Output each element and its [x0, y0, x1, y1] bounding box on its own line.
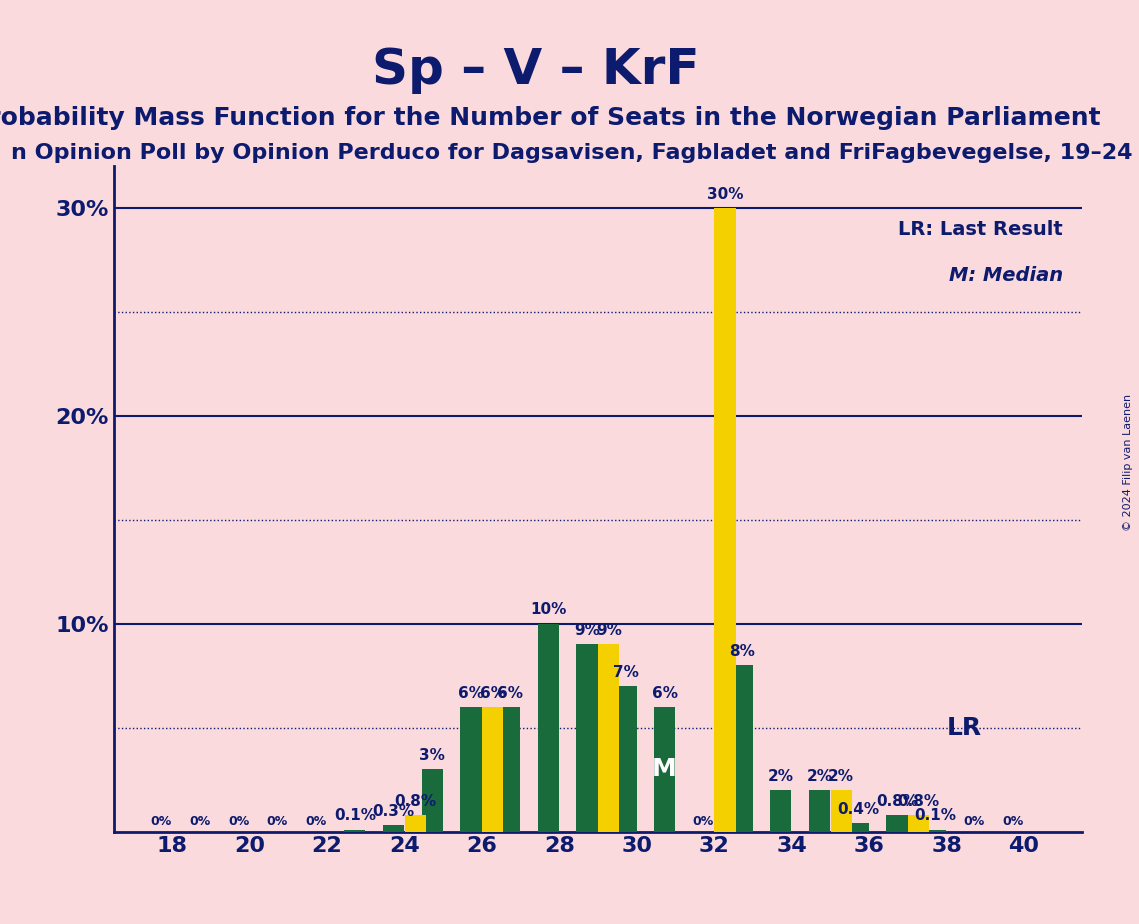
Text: Probability Mass Function for the Number of Seats in the Norwegian Parliament: Probability Mass Function for the Number… — [0, 106, 1100, 130]
Text: 0.8%: 0.8% — [876, 794, 918, 808]
Text: 2%: 2% — [806, 769, 833, 784]
Text: LR: LR — [947, 716, 982, 739]
Text: 6%: 6% — [458, 686, 484, 700]
Bar — [615, 686, 637, 832]
Bar — [576, 645, 598, 832]
Bar — [538, 624, 559, 832]
Text: 0.8%: 0.8% — [898, 794, 940, 808]
Text: 0%: 0% — [150, 816, 172, 829]
Text: 0.8%: 0.8% — [394, 794, 436, 808]
Bar — [908, 815, 929, 832]
Text: 0%: 0% — [1002, 816, 1024, 829]
Text: n Opinion Poll by Opinion Perduco for Dagsavisen, Fagbladet and FriFagbevegelse,: n Opinion Poll by Opinion Perduco for Da… — [11, 143, 1139, 164]
Bar — [598, 645, 620, 832]
Bar — [714, 208, 736, 832]
Text: 9%: 9% — [596, 624, 622, 638]
Bar — [925, 830, 947, 832]
Text: 2%: 2% — [768, 769, 794, 784]
Bar — [847, 823, 869, 832]
Bar — [809, 790, 830, 832]
Text: M: M — [653, 758, 677, 781]
Text: © 2024 Filip van Laenen: © 2024 Filip van Laenen — [1123, 394, 1133, 530]
Text: 0%: 0% — [189, 816, 211, 829]
Text: 6%: 6% — [497, 686, 523, 700]
Text: 0%: 0% — [964, 816, 985, 829]
Bar — [421, 769, 443, 832]
Bar — [383, 825, 404, 832]
Text: LR: Last Result: LR: Last Result — [898, 220, 1063, 238]
Bar — [482, 707, 503, 832]
Text: Sp – V – KrF: Sp – V – KrF — [371, 46, 699, 94]
Text: 9%: 9% — [574, 624, 600, 638]
Bar — [830, 790, 852, 832]
Text: 0%: 0% — [228, 816, 249, 829]
Bar — [499, 707, 521, 832]
Text: 6%: 6% — [480, 686, 506, 700]
Text: 30%: 30% — [706, 187, 744, 201]
Bar — [886, 815, 908, 832]
Text: M: Median: M: Median — [949, 266, 1063, 286]
Text: 0%: 0% — [693, 816, 714, 829]
Text: 7%: 7% — [613, 665, 639, 680]
Text: 3%: 3% — [419, 748, 445, 763]
Text: 0.1%: 0.1% — [334, 808, 376, 823]
Bar — [770, 790, 792, 832]
Bar — [404, 815, 426, 832]
Text: 0%: 0% — [267, 816, 288, 829]
Text: 0.3%: 0.3% — [372, 804, 415, 819]
Text: 6%: 6% — [652, 686, 678, 700]
Text: 0%: 0% — [305, 816, 327, 829]
Text: 8%: 8% — [729, 644, 755, 659]
Text: 0.1%: 0.1% — [915, 808, 957, 823]
Text: 10%: 10% — [531, 602, 566, 617]
Bar — [654, 707, 675, 832]
Bar — [344, 830, 366, 832]
Text: 0.4%: 0.4% — [837, 802, 879, 817]
Bar — [731, 665, 753, 832]
Text: 2%: 2% — [828, 769, 854, 784]
Bar — [460, 707, 482, 832]
